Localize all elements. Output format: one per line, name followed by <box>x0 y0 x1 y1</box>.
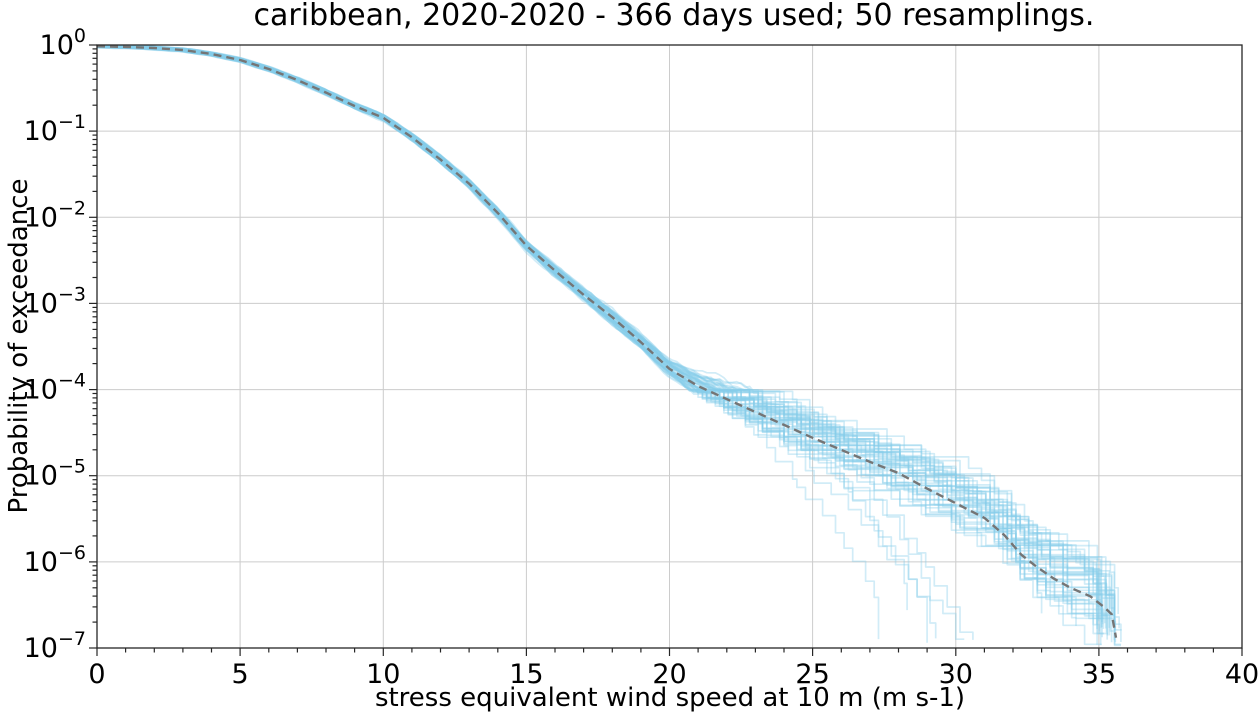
x-tick-label-15: 15 <box>509 659 543 690</box>
resampling-curve <box>97 46 1102 646</box>
y-tick-exponent: −5 <box>58 456 86 478</box>
resampling-curve <box>97 45 1098 625</box>
y-tick-exponent: −7 <box>58 628 86 650</box>
resampling-curve <box>97 45 1116 630</box>
resampling-curve <box>97 45 1102 646</box>
x-tick-label-30: 30 <box>939 659 973 690</box>
x-axis-label: stress equivalent wind speed at 10 m (m … <box>375 683 965 712</box>
resampling-curve <box>97 46 1122 646</box>
y-tick-exponent: −1 <box>58 111 86 133</box>
chart-title: caribbean, 2020-2020 - 366 days used; 50… <box>254 0 1095 33</box>
y-axis-label: Probability of exceedance <box>4 179 34 514</box>
resampling-curve <box>97 45 1120 614</box>
y-tick-exponent: 0 <box>74 25 86 47</box>
resampling-curve <box>97 45 1117 643</box>
x-tick-label-0: 0 <box>88 659 105 690</box>
resampling-curve <box>97 45 1098 612</box>
resampling-curve <box>97 45 1122 642</box>
resampling-curves-layer <box>97 45 1122 647</box>
y-tick-exponent: −3 <box>58 283 86 305</box>
y-tick-label-1e-6: 10−6 <box>24 542 86 578</box>
x-tick-label-25: 25 <box>795 659 829 690</box>
resampling-curve <box>97 45 1102 628</box>
resampling-curve <box>97 46 1114 632</box>
tick-marks-layer <box>89 44 1243 656</box>
x-tick-label-40: 40 <box>1225 659 1258 690</box>
resampling-curve <box>97 45 1116 627</box>
resampling-curve <box>97 45 1101 634</box>
resampling-curve <box>97 45 1103 638</box>
y-tick-label-1e-5: 10−5 <box>24 456 86 492</box>
x-tick-label-35: 35 <box>1082 659 1116 690</box>
resampling-curve <box>97 46 1105 629</box>
resampling-curve <box>97 45 937 639</box>
resampling-curve <box>97 45 1104 620</box>
resampling-curve <box>97 45 1108 633</box>
resampling-curve <box>97 46 908 611</box>
resampling-curve <box>97 46 1077 626</box>
resampling-curve <box>97 46 974 640</box>
resampling-curve <box>97 46 928 643</box>
resampling-curve <box>97 45 1104 625</box>
y-tick-label-1e-1: 10−1 <box>24 111 86 147</box>
y-tick-label-1e-7: 10−7 <box>24 628 86 664</box>
resampling-curve <box>97 45 1106 624</box>
resampling-curve <box>97 45 1111 628</box>
resampling-curve <box>97 45 1111 636</box>
resampling-curve <box>97 45 965 641</box>
x-tick-label-5: 5 <box>232 659 249 690</box>
x-tick-label-20: 20 <box>652 659 686 690</box>
x-tick-label-10: 10 <box>366 659 400 690</box>
resampling-curve <box>97 45 1108 617</box>
y-tick-exponent: −4 <box>58 370 86 392</box>
resampling-curve <box>97 46 1108 635</box>
resampling-curve <box>97 45 1113 615</box>
resampling-curve <box>97 45 1116 641</box>
resampling-curve <box>97 46 1104 635</box>
resampling-curve <box>97 46 1101 632</box>
y-tick-exponent: −2 <box>58 197 86 219</box>
resampling-curve <box>97 45 1103 622</box>
y-tick-label-1e0: 100 <box>40 25 86 61</box>
y-tick-exponent: −6 <box>58 542 86 564</box>
main-curve-layer <box>97 45 1118 638</box>
resampling-curve <box>97 45 1122 631</box>
resampling-curve <box>97 46 1103 628</box>
resampling-curve <box>97 45 1100 619</box>
resampling-curve <box>97 45 1113 643</box>
resampling-curve <box>97 45 1100 622</box>
resampling-curve <box>97 46 880 640</box>
main-estimate-curve <box>97 45 1118 638</box>
resampling-curve <box>97 45 1098 629</box>
resampling-curve <box>97 45 1120 629</box>
resampling-curve <box>97 45 1121 647</box>
resampling-curve <box>97 45 1098 645</box>
resampling-curve <box>97 45 1107 629</box>
